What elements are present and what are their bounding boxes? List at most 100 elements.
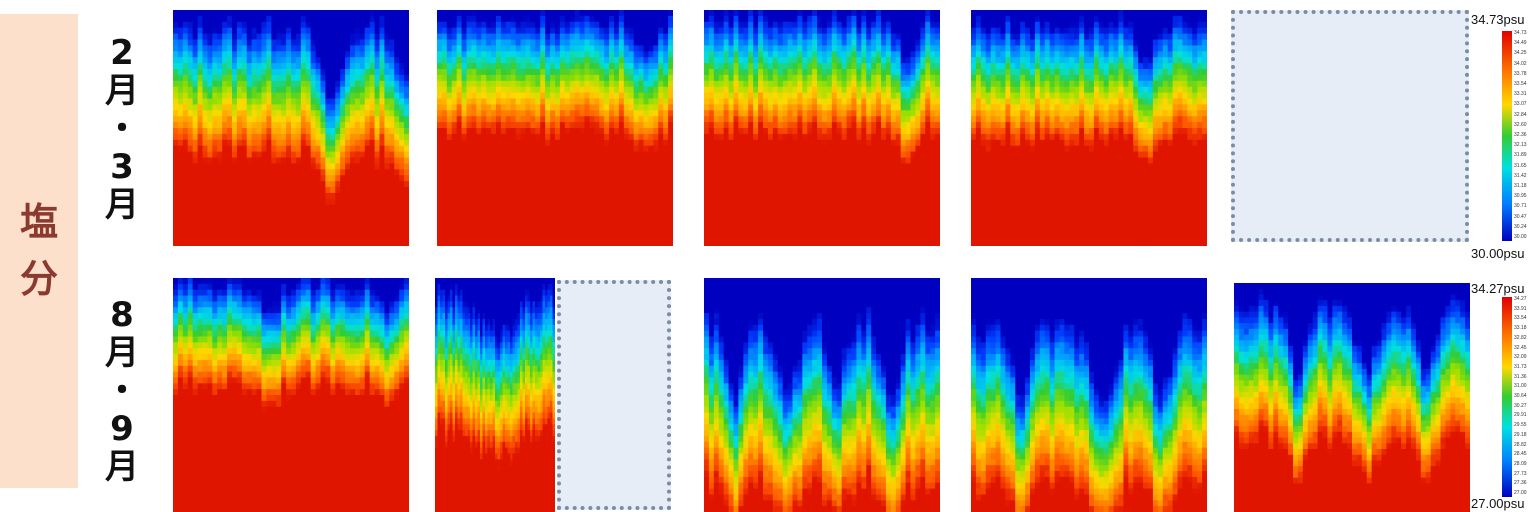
heatmap-cell [574,192,581,200]
heatmap-cell [822,128,828,135]
heatmap-cell [648,80,654,88]
heatmap-cell [286,210,292,218]
heatmap-cell [530,187,536,194]
heatmap-cell [767,63,774,70]
heatmap-cell [271,175,277,182]
heatmap-cell [491,192,497,200]
heatmap-cell [261,74,268,82]
heatmap-cell [510,192,517,200]
heatmap-cell [491,240,497,246]
heatmap-cell [648,110,654,117]
heatmap-cell [384,39,390,46]
heatmap-cell [310,222,317,229]
heatmap-cell [704,240,710,246]
heatmap-cell [456,145,463,153]
heatmap-cell [545,216,551,223]
heatmap-cell [399,104,405,111]
heatmap-cell [643,33,650,41]
heatmap-cell [628,33,635,41]
heatmap-cell [807,234,813,241]
heatmap-cell [817,187,823,194]
heatmap-cell [369,104,376,111]
heatmap-cell [325,74,331,82]
heatmap-cell [772,145,779,153]
heatmap-cell [281,151,287,159]
heatmap-cell [594,187,600,194]
heatmap-cell [310,192,317,200]
heatmap-cell [763,133,769,141]
heatmap-cell [256,45,263,52]
heatmap-cell [192,110,199,117]
heatmap-cell [648,216,654,223]
heatmap-cell [451,98,458,105]
heatmap-cell [305,21,312,29]
heatmap-cell [653,234,659,241]
heatmap-cell [559,21,566,29]
heatmap-cell [802,240,808,246]
heatmap-cell [476,57,482,64]
heatmap-cell [618,145,625,153]
heatmap-cell [202,15,209,23]
heatmap-cell [325,86,331,94]
heatmap-cell [364,80,371,88]
heatmap-cell [525,163,532,170]
heatmap-cell [310,204,317,212]
heatmap-cell [807,181,813,188]
heatmap-cell [389,187,395,194]
heatmap-cell [207,15,213,23]
heatmap-cell [826,198,833,206]
heatmap-cell [251,51,258,58]
heatmap-cell [212,169,218,176]
heatmap-cell [708,74,715,82]
heatmap-cell [340,228,346,235]
heatmap-cell [471,27,477,35]
heatmap-cell [584,110,591,117]
heatmap-cell [599,104,605,111]
heatmap-cell [476,15,482,23]
heatmap-cell [653,74,659,82]
heatmap-cell [822,240,828,246]
heatmap-cell [177,104,184,111]
heatmap-cell [384,74,390,82]
heatmap-cell [704,139,710,147]
heatmap-cell [364,51,371,58]
heatmap-cell [197,74,204,82]
heatmap-cell [246,10,253,17]
heatmap-cell [569,39,576,46]
heatmap-cell [628,74,635,82]
heatmap-cell [559,198,566,206]
heatmap-cell [217,133,223,141]
heatmap-cell [456,57,463,64]
heatmap-cell [743,86,749,94]
heatmap-cell [271,57,277,64]
heatmap-cell [515,163,522,170]
heatmap-cell [758,10,764,17]
heatmap-cell [594,163,600,170]
heatmap-cell [569,98,576,105]
heatmap-cell [718,240,725,246]
heatmap-cell [207,69,213,76]
heatmap-cell [668,10,673,17]
heatmap-cell [822,175,828,182]
heatmap-cell [330,175,336,182]
heatmap-cell [276,69,282,76]
heatmap-cell [555,181,561,188]
heatmap-cell [404,216,409,223]
heatmap-cell [535,169,541,176]
heatmap-cell [831,128,838,135]
heatmap-cell [476,51,482,58]
heatmap-cell [212,240,218,246]
heatmap-cell [256,181,263,188]
heatmap-cell [822,51,828,58]
heatmap-cell [389,216,395,223]
heatmap-cell [822,10,828,17]
heatmap-cell [728,204,735,212]
heatmap-cell [763,163,769,170]
heatmap-cell [812,139,818,147]
heatmap-cell [817,80,823,88]
heatmap-cell [812,234,818,241]
heatmap-cell [359,204,366,212]
heatmap-cell [227,163,233,170]
heatmap-cell [379,228,386,235]
heatmap-cell [658,57,664,64]
